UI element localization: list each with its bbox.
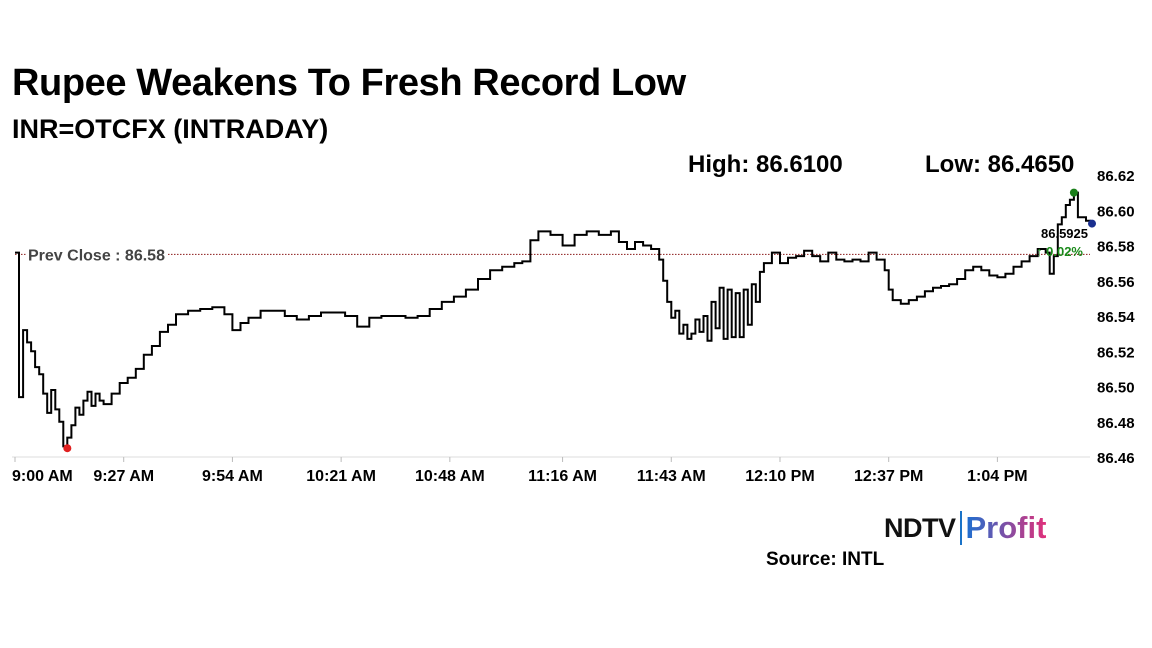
x-tick-label: 10:21 AM <box>306 468 376 485</box>
source-label: Source: INTL <box>766 549 885 570</box>
y-tick-label: 86.46 <box>1097 450 1135 467</box>
last-price-label: 86.5925 <box>1041 226 1088 241</box>
x-tick-label: 12:37 PM <box>854 468 923 485</box>
x-tick-label: 12:10 PM <box>745 468 814 485</box>
low-marker <box>63 444 72 453</box>
prev-close-label: Prev Close : 86.58 <box>28 247 165 264</box>
ndtv-profit-logo: NDTV Profit <box>884 510 1046 546</box>
y-tick-label: 86.60 <box>1097 203 1135 220</box>
x-tick-label: 9:27 AM <box>93 468 154 485</box>
x-tick-label: 11:16 AM <box>528 468 597 485</box>
y-tick-label: 86.56 <box>1097 274 1135 291</box>
y-tick-label: 86.50 <box>1097 380 1135 397</box>
x-tick-label: 1:04 PM <box>967 468 1027 485</box>
price-series-line <box>15 191 1091 448</box>
chart-subtitle: INR=OTCFX (INTRADAY) <box>12 114 329 144</box>
last-price-marker <box>1088 219 1096 228</box>
x-tick-label: 9:00 AM <box>12 468 73 485</box>
x-tick-label: 11:43 AM <box>637 468 706 485</box>
brand-ndtv: NDTV <box>884 512 956 543</box>
x-axis: 9:00 AM 9:27 AM 9:54 AM 10:21 AM 10:48 AM 11:… <box>12 456 1090 485</box>
y-tick-label: 86.58 <box>1097 239 1135 256</box>
y-axis: 86.62 86.60 86.58 86.56 86.54 86.52 86.50 86.48… <box>1097 168 1135 467</box>
brand-profit: Profit <box>965 510 1047 545</box>
y-tick-label: 86.52 <box>1097 344 1135 361</box>
high-marker <box>1069 188 1078 197</box>
x-tick-label: 9:54 AM <box>202 468 263 485</box>
y-tick-label: 86.62 <box>1097 168 1135 185</box>
chart-title: Rupee Weakens To Fresh Record Low <box>12 62 686 104</box>
low-value: Low: 86.4650 <box>925 151 1075 178</box>
change-percent-label: ↑ 0.02% <box>1036 244 1083 259</box>
x-tick-label: 10:48 AM <box>415 468 485 485</box>
y-tick-label: 86.54 <box>1097 309 1135 326</box>
logo-separator <box>959 511 962 545</box>
high-value: High: 86.6100 <box>688 151 843 178</box>
y-tick-label: 86.48 <box>1097 415 1135 432</box>
